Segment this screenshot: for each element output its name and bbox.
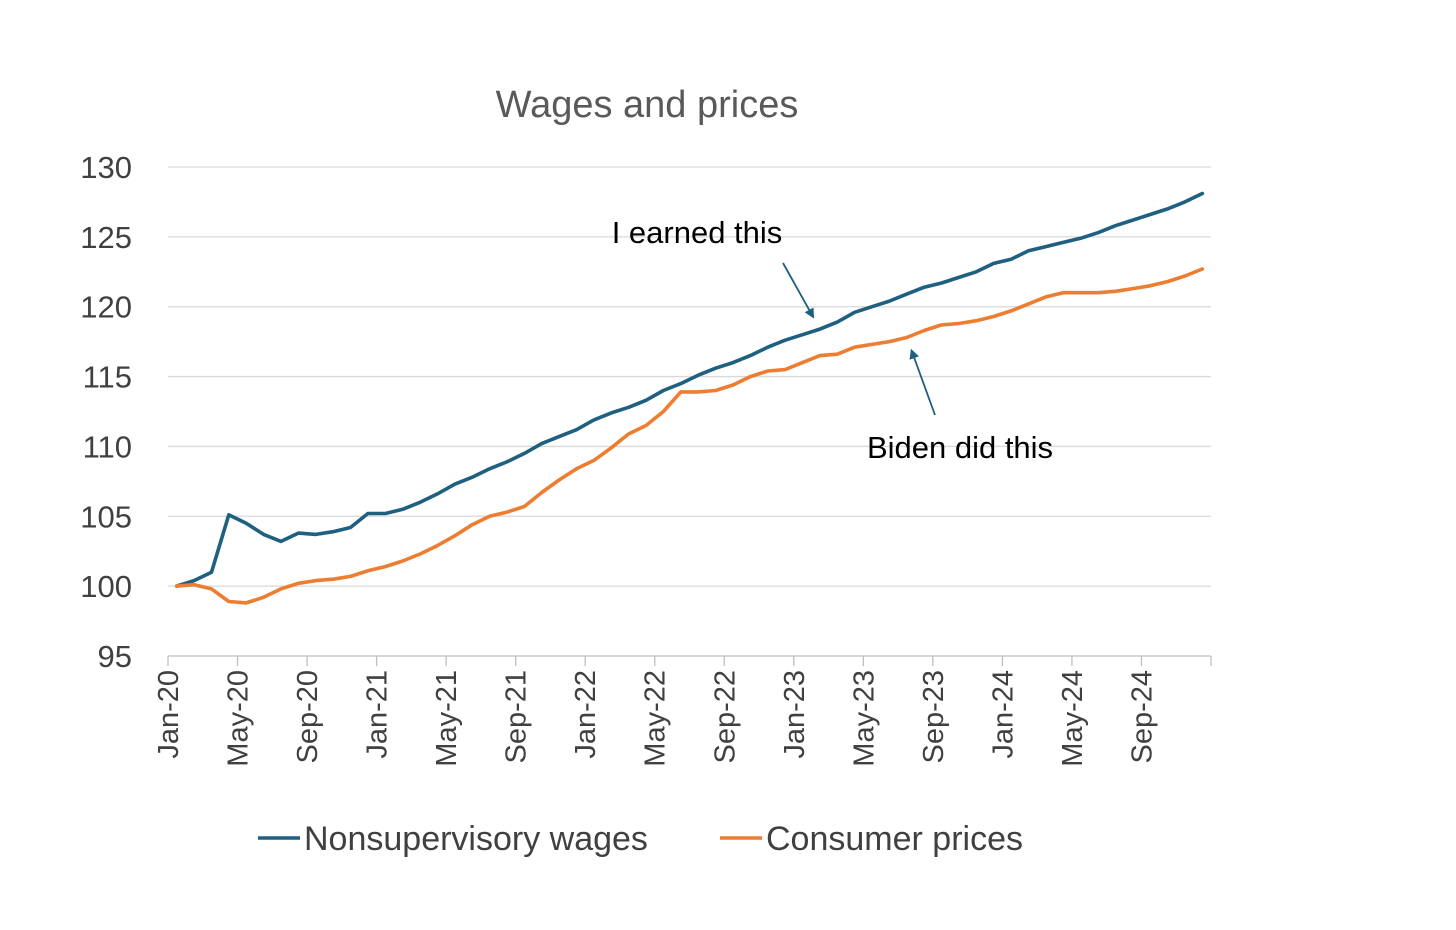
series-line-consumer-prices [174, 267, 1205, 605]
series-line-nonsupervisory-wages [174, 191, 1205, 588]
x-tick-label: Jan-21 [362, 670, 394, 759]
series-lines [174, 191, 1205, 605]
annotation-label: Biden did this [867, 430, 1053, 465]
y-tick-label: 115 [83, 360, 132, 395]
legend-label: Nonsupervisory wages [304, 820, 648, 858]
y-tick-label: 125 [80, 220, 132, 255]
y-tick-label: 110 [83, 429, 132, 464]
y-tick-label: 130 [80, 150, 132, 185]
annotation-arrow [909, 348, 936, 416]
x-tick-label: May-22 [640, 670, 672, 767]
y-axis-ticks: 95 100 105 110 115 120 125 130 [80, 150, 132, 674]
legend-label: Consumer prices [766, 820, 1023, 858]
x-tick-label: Jan-22 [570, 670, 602, 759]
x-tick-label: Sep-23 [918, 670, 950, 764]
x-tick-label: May-21 [431, 670, 463, 767]
x-axis: Jan-20 May-20 Sep-20 Jan-21 May-21 Sep-21 Jan-… [153, 655, 1212, 767]
annotation-label: I earned this [612, 215, 783, 250]
x-tick-label: May-20 [223, 670, 255, 767]
legend: Nonsupervisory wages Consumer prices [258, 820, 1023, 858]
chart-title: Wages and prices [496, 84, 799, 126]
x-tick-label: May-23 [848, 670, 880, 767]
y-tick-label: 105 [80, 499, 132, 534]
x-tick-label: May-24 [1057, 670, 1089, 767]
x-tick-label: Jan-24 [987, 670, 1019, 759]
x-tick-label: Sep-21 [501, 670, 533, 764]
annotation-arrow [782, 262, 815, 319]
y-tick-label: 120 [80, 290, 132, 325]
x-tick-label: Sep-20 [292, 670, 324, 764]
x-tick-label: Sep-24 [1126, 670, 1158, 764]
x-tick-label: Jan-20 [153, 670, 185, 759]
annotations: I earned this Biden did this [612, 215, 1053, 465]
y-tick-label: 95 [98, 639, 132, 674]
gridlines [168, 166, 1211, 587]
x-tick-label: Jan-23 [779, 670, 811, 759]
x-tick-label: Sep-22 [709, 670, 741, 764]
y-tick-label: 100 [80, 569, 132, 604]
